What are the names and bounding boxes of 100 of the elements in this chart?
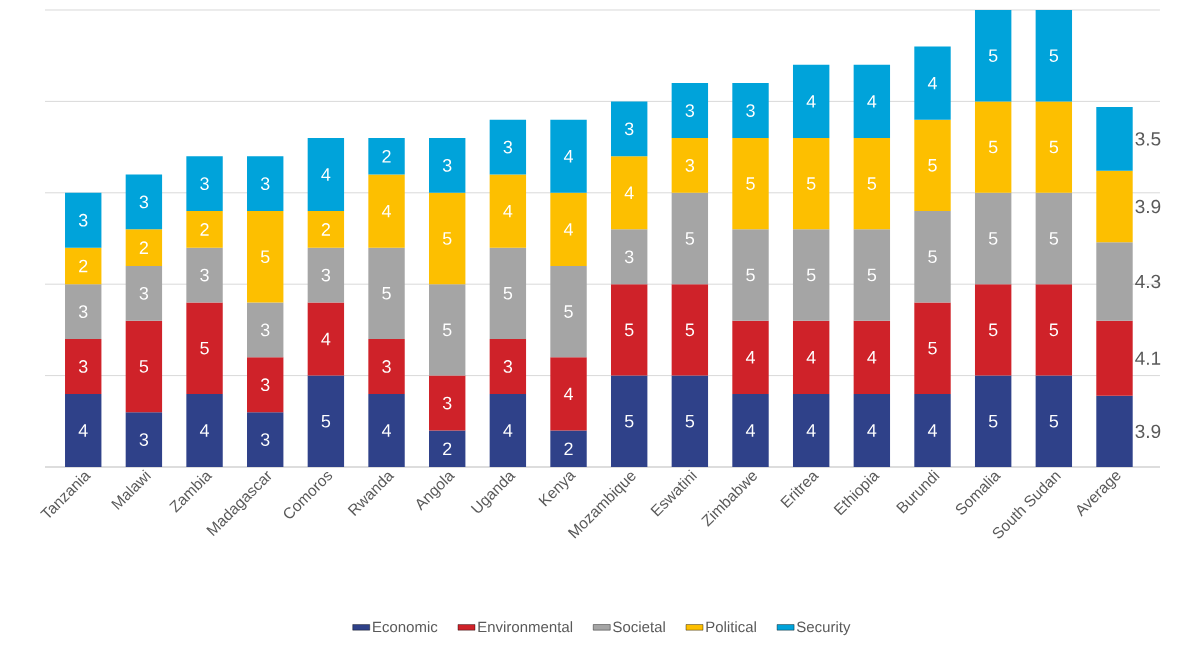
data-label: 5 xyxy=(746,268,755,282)
bar xyxy=(792,229,830,321)
data-label: 3 xyxy=(624,122,634,136)
data-label: 3 xyxy=(139,286,149,300)
data-label: 5 xyxy=(1049,232,1059,245)
data-label: 4 xyxy=(381,424,392,437)
bar xyxy=(550,119,587,193)
data-label: 4 xyxy=(867,424,877,437)
bar xyxy=(1096,242,1133,321)
data-label: 5 xyxy=(806,268,816,282)
bar xyxy=(792,137,830,230)
data-label: 3.9 xyxy=(1135,424,1161,439)
bar xyxy=(368,174,405,248)
bar xyxy=(732,320,769,394)
bar xyxy=(307,302,345,376)
data-label: 5 xyxy=(442,323,452,337)
bar xyxy=(550,192,587,266)
bar xyxy=(1035,10,1073,102)
data-label: 5 xyxy=(382,287,391,300)
bar xyxy=(792,320,830,394)
data-label: 5 xyxy=(928,341,937,355)
bar xyxy=(489,119,527,175)
data-label: 3 xyxy=(260,433,270,446)
data-label: 5 xyxy=(624,323,634,337)
data-label: 2 xyxy=(564,442,573,455)
bar xyxy=(307,247,345,303)
bar xyxy=(792,64,830,138)
data-label: 5 xyxy=(685,232,695,245)
bar xyxy=(914,393,951,467)
bar xyxy=(974,284,1012,376)
data-label: 5 xyxy=(1049,49,1059,62)
bar xyxy=(974,375,1012,467)
bar xyxy=(368,393,405,467)
data-label: 4 xyxy=(867,351,877,364)
bar xyxy=(1035,284,1073,376)
bar xyxy=(489,174,527,248)
data-label: 5 xyxy=(928,159,937,172)
bar xyxy=(125,412,163,467)
bar xyxy=(247,211,284,303)
bar xyxy=(429,284,466,376)
data-label: 3 xyxy=(321,268,331,282)
bar xyxy=(732,83,769,138)
data-label: 2 xyxy=(200,223,209,236)
data-label: 2 xyxy=(443,442,452,455)
data-label: 4 xyxy=(503,204,513,218)
bar xyxy=(1035,192,1073,285)
bar xyxy=(489,339,527,394)
bar xyxy=(368,339,405,394)
bar xyxy=(671,137,709,193)
bar xyxy=(65,284,102,340)
data-label: 5 xyxy=(564,305,573,318)
bar xyxy=(914,119,951,212)
data-label: 3 xyxy=(685,104,695,117)
bar xyxy=(186,247,223,303)
data-label: 5 xyxy=(988,415,998,428)
bar xyxy=(853,320,891,394)
bar xyxy=(489,393,527,467)
bar xyxy=(1096,395,1133,467)
data-label: 5 xyxy=(685,415,695,428)
bar xyxy=(853,229,891,321)
data-label: 4 xyxy=(624,186,634,199)
bar xyxy=(1096,170,1133,243)
bar xyxy=(914,211,951,303)
data-label: 3 xyxy=(78,213,88,227)
bar xyxy=(974,192,1012,285)
data-label: 3.5 xyxy=(1135,132,1161,146)
bar xyxy=(732,229,769,321)
data-label: 3 xyxy=(260,177,270,191)
data-label: 4 xyxy=(867,95,877,108)
bar xyxy=(125,320,163,413)
data-label: 5 xyxy=(200,341,209,355)
data-label: 5 xyxy=(867,268,877,282)
data-label: 5 xyxy=(260,250,270,264)
data-label: 4 xyxy=(806,351,816,364)
bar xyxy=(247,412,284,467)
bar xyxy=(429,430,466,467)
bar xyxy=(974,10,1012,102)
bar xyxy=(671,375,709,467)
data-label: 5 xyxy=(988,232,998,245)
data-label: 4 xyxy=(321,168,331,181)
bar xyxy=(247,156,284,212)
bar xyxy=(125,174,163,230)
data-label: 5 xyxy=(685,323,695,337)
data-label: 3 xyxy=(382,360,391,373)
data-label: 5 xyxy=(1049,140,1059,154)
data-label: 4 xyxy=(563,150,574,163)
bar xyxy=(429,192,466,285)
data-label: 3.9 xyxy=(1135,199,1161,214)
data-label: 3 xyxy=(200,268,209,282)
bar xyxy=(732,137,769,230)
data-label: 3 xyxy=(442,159,452,172)
data-label: 4 xyxy=(321,332,331,346)
bar xyxy=(610,375,648,467)
data-label: 3 xyxy=(260,323,270,337)
legend-label: Security xyxy=(796,621,851,636)
data-label: 5 xyxy=(624,415,634,428)
bar xyxy=(853,393,891,467)
data-label: 5 xyxy=(988,140,998,154)
bar xyxy=(307,211,345,248)
bar xyxy=(792,393,830,467)
